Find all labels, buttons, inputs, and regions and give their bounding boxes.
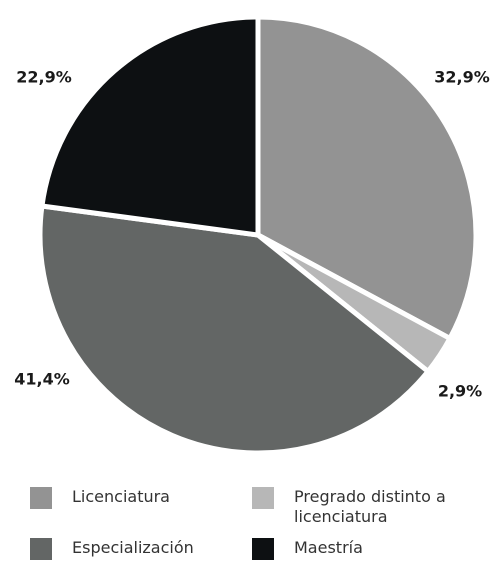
- legend-swatch: [30, 487, 52, 509]
- value-label: 2,9%: [438, 382, 482, 401]
- legend-swatch: [252, 538, 274, 560]
- legend-label: Pregrado distinto a licenciatura: [294, 487, 446, 526]
- chart: 32,9% 2,9% 41,4% 22,9%: [14, 14, 490, 456]
- pie-slice: [255, 14, 479, 341]
- legend-swatch: [30, 538, 52, 560]
- value-label: 32,9%: [434, 68, 490, 87]
- value-label: 22,9%: [16, 68, 72, 87]
- pie-slice: [39, 14, 261, 238]
- pie-slice: [37, 203, 431, 456]
- value-label: 41,4%: [14, 370, 70, 389]
- legend-item: Licenciatura: [30, 487, 242, 509]
- legend-label: Maestría: [294, 538, 363, 557]
- legend-item: Maestría: [252, 538, 464, 560]
- legend-label: Licenciatura: [72, 487, 170, 506]
- legend-item: Especialización: [30, 538, 242, 560]
- legend-swatch: [252, 487, 274, 509]
- legend-item: Pregrado distinto a licenciatura: [252, 487, 464, 527]
- legend-label: Especialización: [72, 538, 194, 557]
